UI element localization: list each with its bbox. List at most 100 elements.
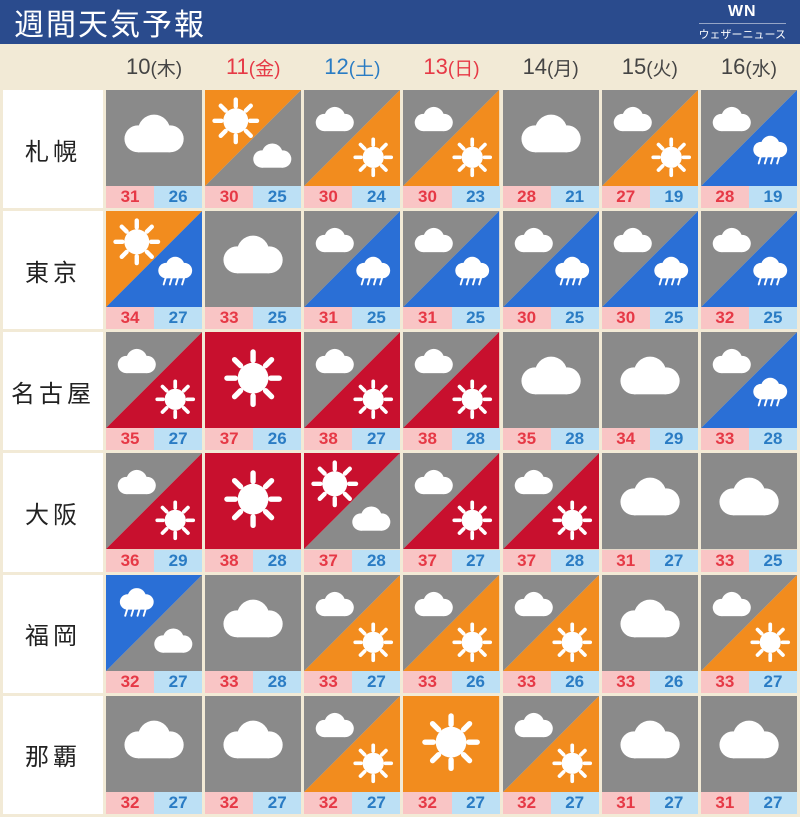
- forecast-cell-1-0: 34 27: [106, 211, 202, 329]
- day-header-2: 12(土): [304, 47, 400, 87]
- temp-low: 27: [650, 550, 698, 572]
- forecast-cell-3-6: 33 25: [701, 453, 797, 571]
- temp-low: 28: [253, 671, 301, 693]
- day-header-6: 16(水): [701, 47, 797, 87]
- day-of-week: (金): [249, 54, 281, 81]
- temps: 31 27: [602, 792, 698, 814]
- city-label-3: 大阪: [3, 453, 103, 571]
- temp-low: 28: [352, 550, 400, 572]
- temp-low: 25: [352, 307, 400, 329]
- temp-high: 32: [106, 671, 154, 693]
- temps: 28 19: [701, 186, 797, 208]
- temp-low: 27: [154, 307, 202, 329]
- weather-icon: [701, 90, 797, 186]
- temps: 33 25: [205, 307, 301, 329]
- weather-icon: [403, 211, 499, 307]
- temp-high: 32: [106, 792, 154, 814]
- forecast-cell-2-2: 38 27: [304, 332, 400, 450]
- temp-low: 27: [650, 792, 698, 814]
- logo-text-top: WN: [728, 3, 757, 21]
- temps: 31 25: [403, 307, 499, 329]
- temps: 31 27: [602, 550, 698, 572]
- temp-high: 37: [503, 550, 551, 572]
- temp-high: 31: [602, 550, 650, 572]
- temp-high: 34: [602, 428, 650, 450]
- weather-icon: [304, 453, 400, 549]
- weather-icon: [403, 453, 499, 549]
- weather-icon: [403, 332, 499, 428]
- weather-icon: [403, 90, 499, 186]
- weather-forecast-widget: 週間天気予報 WN ウェザーニュース 10(木) 11(金) 12(土) 13(…: [0, 0, 800, 600]
- temp-high: 31: [304, 307, 352, 329]
- temps: 38 28: [403, 428, 499, 450]
- temp-low: 27: [154, 792, 202, 814]
- temp-low: 27: [352, 792, 400, 814]
- logo-text-bottom: ウェザーニュース: [699, 23, 786, 42]
- forecast-cell-5-0: 32 27: [106, 696, 202, 814]
- temps: 32 25: [701, 307, 797, 329]
- temps: 35 28: [503, 428, 599, 450]
- weather-icon: [701, 332, 797, 428]
- weather-icon: [106, 211, 202, 307]
- temp-high: 37: [205, 428, 253, 450]
- day-number: 13: [423, 54, 447, 80]
- temp-low: 26: [452, 671, 500, 693]
- weather-icon: [403, 696, 499, 792]
- temp-high: 27: [602, 186, 650, 208]
- temp-low: 23: [452, 186, 500, 208]
- temps: 27 19: [602, 186, 698, 208]
- weather-icon: [304, 211, 400, 307]
- temp-low: 19: [749, 186, 797, 208]
- temp-low: 27: [352, 428, 400, 450]
- temp-high: 36: [106, 550, 154, 572]
- day-of-week: (日): [448, 54, 480, 81]
- forecast-cell-5-4: 32 27: [503, 696, 599, 814]
- weather-icon: [701, 211, 797, 307]
- temp-low: 27: [352, 671, 400, 693]
- weather-icon: [106, 575, 202, 671]
- weather-icon: [602, 453, 698, 549]
- weather-icon: [701, 453, 797, 549]
- weather-icon: [304, 90, 400, 186]
- temp-high: 30: [503, 307, 551, 329]
- temps: 31 26: [106, 186, 202, 208]
- temp-low: 27: [749, 671, 797, 693]
- weather-icon: [602, 696, 698, 792]
- temp-high: 33: [701, 550, 749, 572]
- temp-high: 31: [602, 792, 650, 814]
- weather-icon: [503, 696, 599, 792]
- temps: 37 27: [403, 550, 499, 572]
- forecast-cell-4-4: 33 26: [503, 575, 599, 693]
- temp-high: 34: [106, 307, 154, 329]
- temp-high: 32: [503, 792, 551, 814]
- day-header-1: 11(金): [205, 47, 301, 87]
- temps: 33 26: [503, 671, 599, 693]
- temp-high: 37: [403, 550, 451, 572]
- forecast-cell-5-1: 32 27: [205, 696, 301, 814]
- forecast-cell-1-4: 30 25: [503, 211, 599, 329]
- temp-low: 26: [650, 671, 698, 693]
- temp-high: 33: [403, 671, 451, 693]
- weather-icon: [205, 453, 301, 549]
- weather-icon: [602, 575, 698, 671]
- temp-high: 32: [403, 792, 451, 814]
- temps: 36 29: [106, 550, 202, 572]
- forecast-grid: 10(木) 11(金) 12(土) 13(日) 14(月) 15(火) 16(水…: [0, 44, 800, 817]
- temp-low: 27: [154, 671, 202, 693]
- forecast-cell-1-1: 33 25: [205, 211, 301, 329]
- day-of-week: (火): [646, 54, 678, 81]
- day-of-week: (水): [745, 54, 777, 81]
- temps: 30 25: [602, 307, 698, 329]
- temp-high: 32: [701, 307, 749, 329]
- forecast-cell-2-6: 33 28: [701, 332, 797, 450]
- weather-icon: [503, 90, 599, 186]
- city-label-5: 那覇: [3, 696, 103, 814]
- day-number: 14: [523, 54, 547, 80]
- day-of-week: (月): [547, 54, 579, 81]
- forecast-cell-4-2: 33 27: [304, 575, 400, 693]
- weather-icon: [304, 332, 400, 428]
- temp-low: 25: [551, 307, 599, 329]
- forecast-cell-0-5: 27 19: [602, 90, 698, 208]
- temps: 28 21: [503, 186, 599, 208]
- day-header-5: 15(火): [602, 47, 698, 87]
